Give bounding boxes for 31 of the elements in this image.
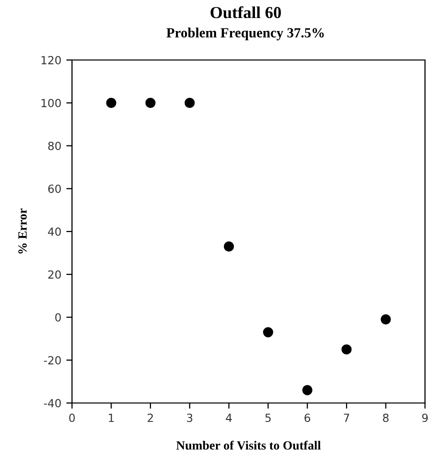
point: [263, 327, 274, 338]
y-tick-label: 80: [48, 142, 61, 150]
y-tick-label: 120: [42, 56, 61, 64]
x-tick-label: 4: [226, 414, 232, 422]
y-tick-label: 20: [48, 270, 61, 279]
point: [106, 98, 116, 108]
y-tick-label: 0: [55, 313, 61, 322]
y-tick-label: -20: [44, 356, 61, 365]
x-tick-label: 7: [344, 414, 350, 422]
y-tick-label: 40: [48, 227, 61, 236]
chart-subtitle: Problem Frequency 37.5%: [166, 28, 324, 40]
point: [302, 385, 312, 396]
x-tick-label: 6: [304, 414, 310, 422]
x-tick-label: 0: [69, 414, 75, 422]
x-tick-label: 2: [148, 414, 153, 422]
x-tick-label: 9: [422, 414, 428, 422]
point: [224, 241, 234, 252]
y-tick-label: 100: [42, 98, 61, 108]
x-tick-label: 3: [186, 414, 192, 422]
x-axis-title: Number of Visits to Outfall: [176, 440, 321, 450]
x-tick-label: 8: [382, 414, 389, 422]
x-tick-label: 5: [265, 414, 271, 422]
x-tick-label: 1: [108, 414, 114, 422]
y-tick-label: -40: [44, 398, 61, 408]
y-axis-title: % Error: [18, 208, 27, 254]
point: [145, 98, 156, 108]
y-tick-label: 60: [48, 184, 61, 194]
chart-title: Outfall 60: [210, 6, 281, 18]
point: [184, 98, 195, 108]
point: [341, 344, 352, 354]
point: [380, 314, 391, 324]
